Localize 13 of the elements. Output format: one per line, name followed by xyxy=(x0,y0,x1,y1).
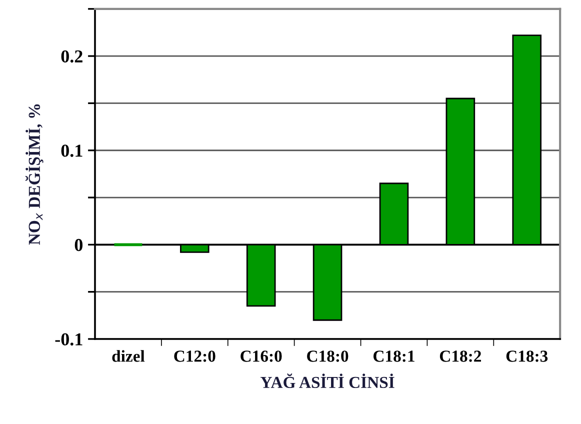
x-tick-label: C18:3 xyxy=(506,350,548,362)
y-tick-label: 0.1 xyxy=(61,144,82,157)
x-tick-label: C18:0 xyxy=(307,350,348,362)
y-tick-label: -0.1 xyxy=(55,333,82,346)
y-tick-label: 0 xyxy=(74,238,82,252)
x-tick-label: dizel xyxy=(112,350,145,362)
x-tick-label: C18:1 xyxy=(374,350,414,362)
x-tick-label: C12:0 xyxy=(174,350,216,362)
y-axis-title: NO$_{x}$ DEĞİŞİMİ, % xyxy=(25,104,44,245)
x-tick-label: C16:0 xyxy=(240,350,282,362)
x-axis-title: YAĞ ASİTİ CİNSİ xyxy=(260,373,394,388)
y-tick-label: 0.2 xyxy=(61,50,82,63)
x-tick-label: C18:2 xyxy=(440,350,481,362)
